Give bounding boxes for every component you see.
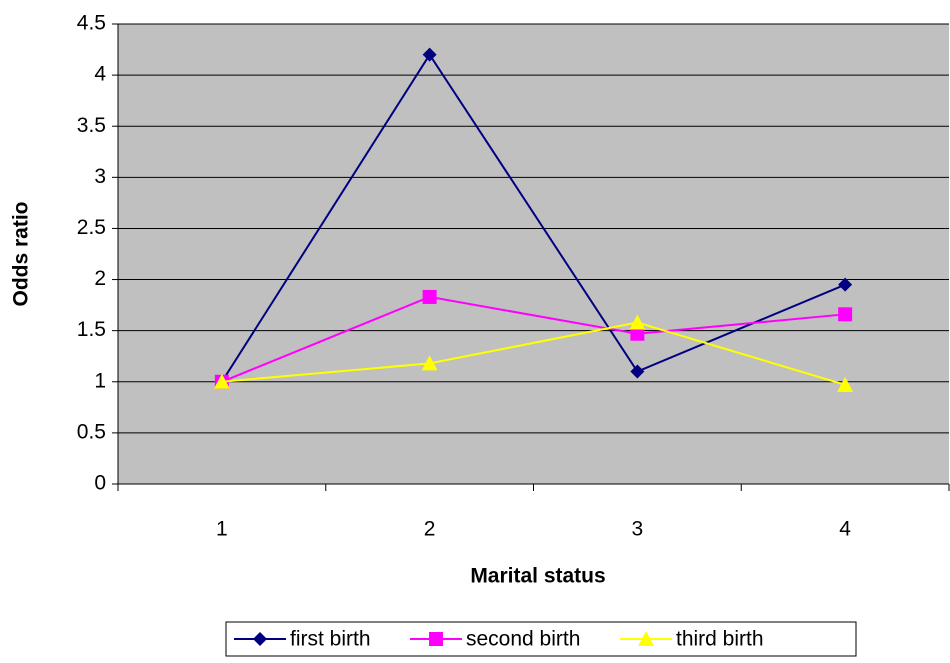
legend-label: second birth — [466, 628, 580, 651]
y-tick-label: 0.5 — [77, 420, 106, 443]
x-tick-label: 3 — [632, 518, 644, 541]
legend-box — [225, 621, 857, 657]
y-tick-label: 1 — [94, 369, 106, 392]
y-tick-label: 4 — [94, 63, 106, 86]
plot-area — [118, 24, 949, 484]
marker — [629, 314, 646, 330]
marker — [630, 326, 645, 341]
legend-label: first birth — [290, 628, 371, 651]
y-tick-label: 2.5 — [77, 216, 106, 239]
x-axis-label: Marital status — [470, 565, 605, 588]
marker — [213, 373, 230, 389]
marker — [253, 632, 267, 646]
marker — [837, 376, 854, 392]
x-tick-label: 2 — [424, 518, 436, 541]
series-line — [221, 52, 846, 383]
marker — [630, 364, 645, 379]
x-tick-label: 1 — [216, 518, 228, 541]
marker — [838, 307, 853, 322]
marker — [421, 355, 438, 371]
marker — [422, 289, 437, 304]
y-tick-label: 1.5 — [77, 318, 106, 341]
y-tick-label: 4.5 — [77, 12, 106, 35]
marker — [422, 47, 437, 62]
series-line — [221, 321, 846, 386]
y-axis-label: Odds ratio — [10, 201, 33, 306]
y-tick-label: 3.5 — [77, 114, 106, 137]
x-tick-label: 4 — [839, 518, 851, 541]
marker — [838, 277, 853, 292]
y-tick-label: 3 — [94, 165, 106, 188]
y-tick-label: 2 — [94, 267, 106, 290]
series-line — [221, 295, 846, 383]
marker — [638, 631, 654, 646]
y-tick-label: 0 — [94, 472, 106, 495]
marker — [429, 632, 443, 646]
legend-label: third birth — [676, 628, 764, 651]
